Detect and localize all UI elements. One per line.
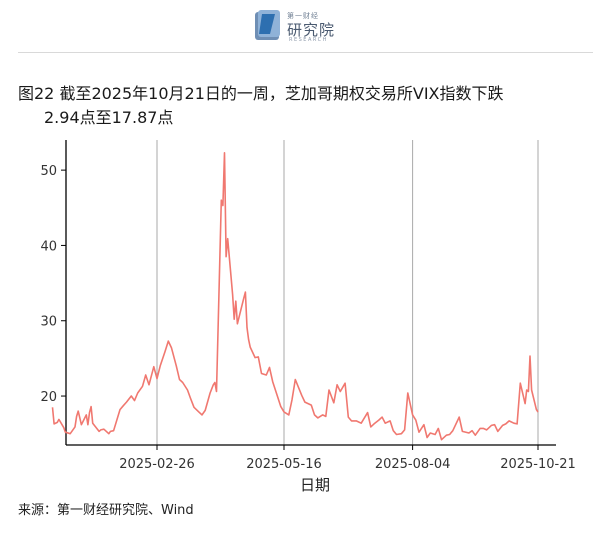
x-tick-label: 2025-05-16 — [246, 457, 322, 472]
y-tick-label: 40 — [40, 239, 57, 254]
x-axis-label: 日期 — [300, 476, 330, 494]
y-tick-label: 20 — [40, 390, 57, 405]
x-tick-label: 2025-08-04 — [375, 457, 451, 472]
header-divider — [18, 52, 593, 53]
brand-logo: 第一财经 研究院 RESEARCH — [253, 8, 363, 44]
x-tick-label: 2025-10-21 — [500, 457, 576, 472]
y-tick-label: 50 — [40, 164, 57, 179]
logo-sub-text: RESEARCH — [289, 37, 328, 43]
logo-top-text: 第一财经 — [287, 12, 319, 20]
x-tick-label: 2025-02-26 — [119, 457, 195, 472]
chart-title-line-1: 图22 截至2025年10月21日的一周，芝加哥期权交易所VIX指数下跌 — [18, 84, 504, 103]
source-note: 来源：第一财经研究院、Wind — [18, 503, 194, 518]
chart-title-line-2: 2.94点至17.87点 — [44, 108, 174, 127]
logo-main-text: 研究院 — [287, 21, 336, 39]
vix-series-line — [51, 152, 539, 441]
notebook-logo-icon — [255, 10, 280, 40]
y-tick-label: 30 — [40, 315, 57, 330]
